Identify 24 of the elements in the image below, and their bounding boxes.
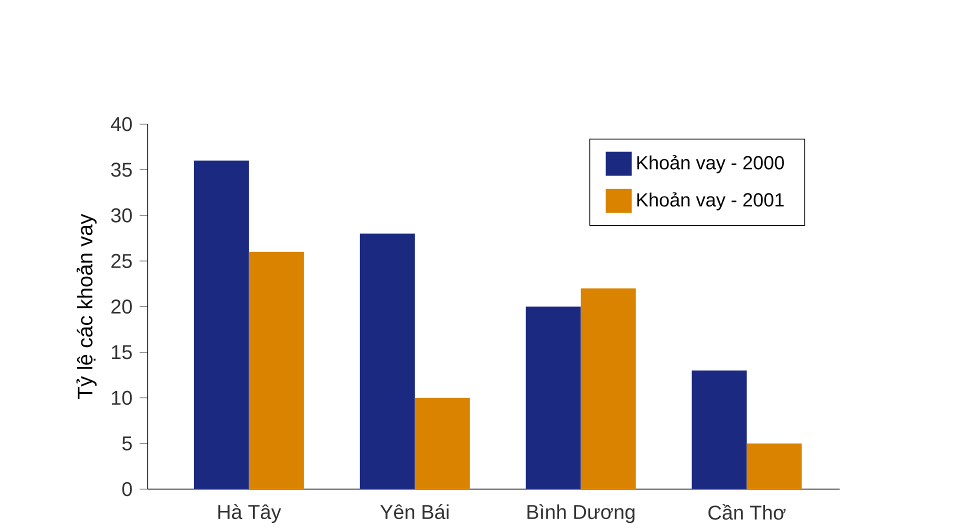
y-tick-label: 20 [111, 300, 132, 314]
x-tick-label: Hà Tây [218, 504, 282, 524]
bar [580, 288, 636, 490]
y-tick-label: 10 [112, 390, 132, 405]
y-tick-label: 5 [122, 436, 132, 450]
y-tick-label: 15 [112, 345, 132, 360]
y-axis-title: Tỷ lệ các khoản vay [76, 214, 97, 399]
y-tick-label: 40 [110, 117, 132, 132]
bar [360, 234, 415, 490]
legend-label: Khoản vay - 2001 [637, 192, 784, 210]
bar [746, 443, 802, 490]
legend-label: Khoản vay - 2000 [637, 155, 784, 174]
y-tick-label: 30 [111, 208, 132, 222]
bar [194, 160, 249, 490]
bar [414, 398, 470, 490]
x-tick-label: Yên Bái [380, 504, 449, 520]
bar [526, 306, 581, 490]
y-tick-label: 35 [111, 162, 132, 177]
bar [248, 252, 304, 490]
y-tick-label: 0 [122, 482, 132, 496]
bar [692, 370, 747, 490]
x-tick-label: Cần Thơ [708, 504, 786, 520]
y-tick-label: 25 [111, 254, 132, 268]
x-tick-label: Bình Dương [528, 504, 634, 524]
